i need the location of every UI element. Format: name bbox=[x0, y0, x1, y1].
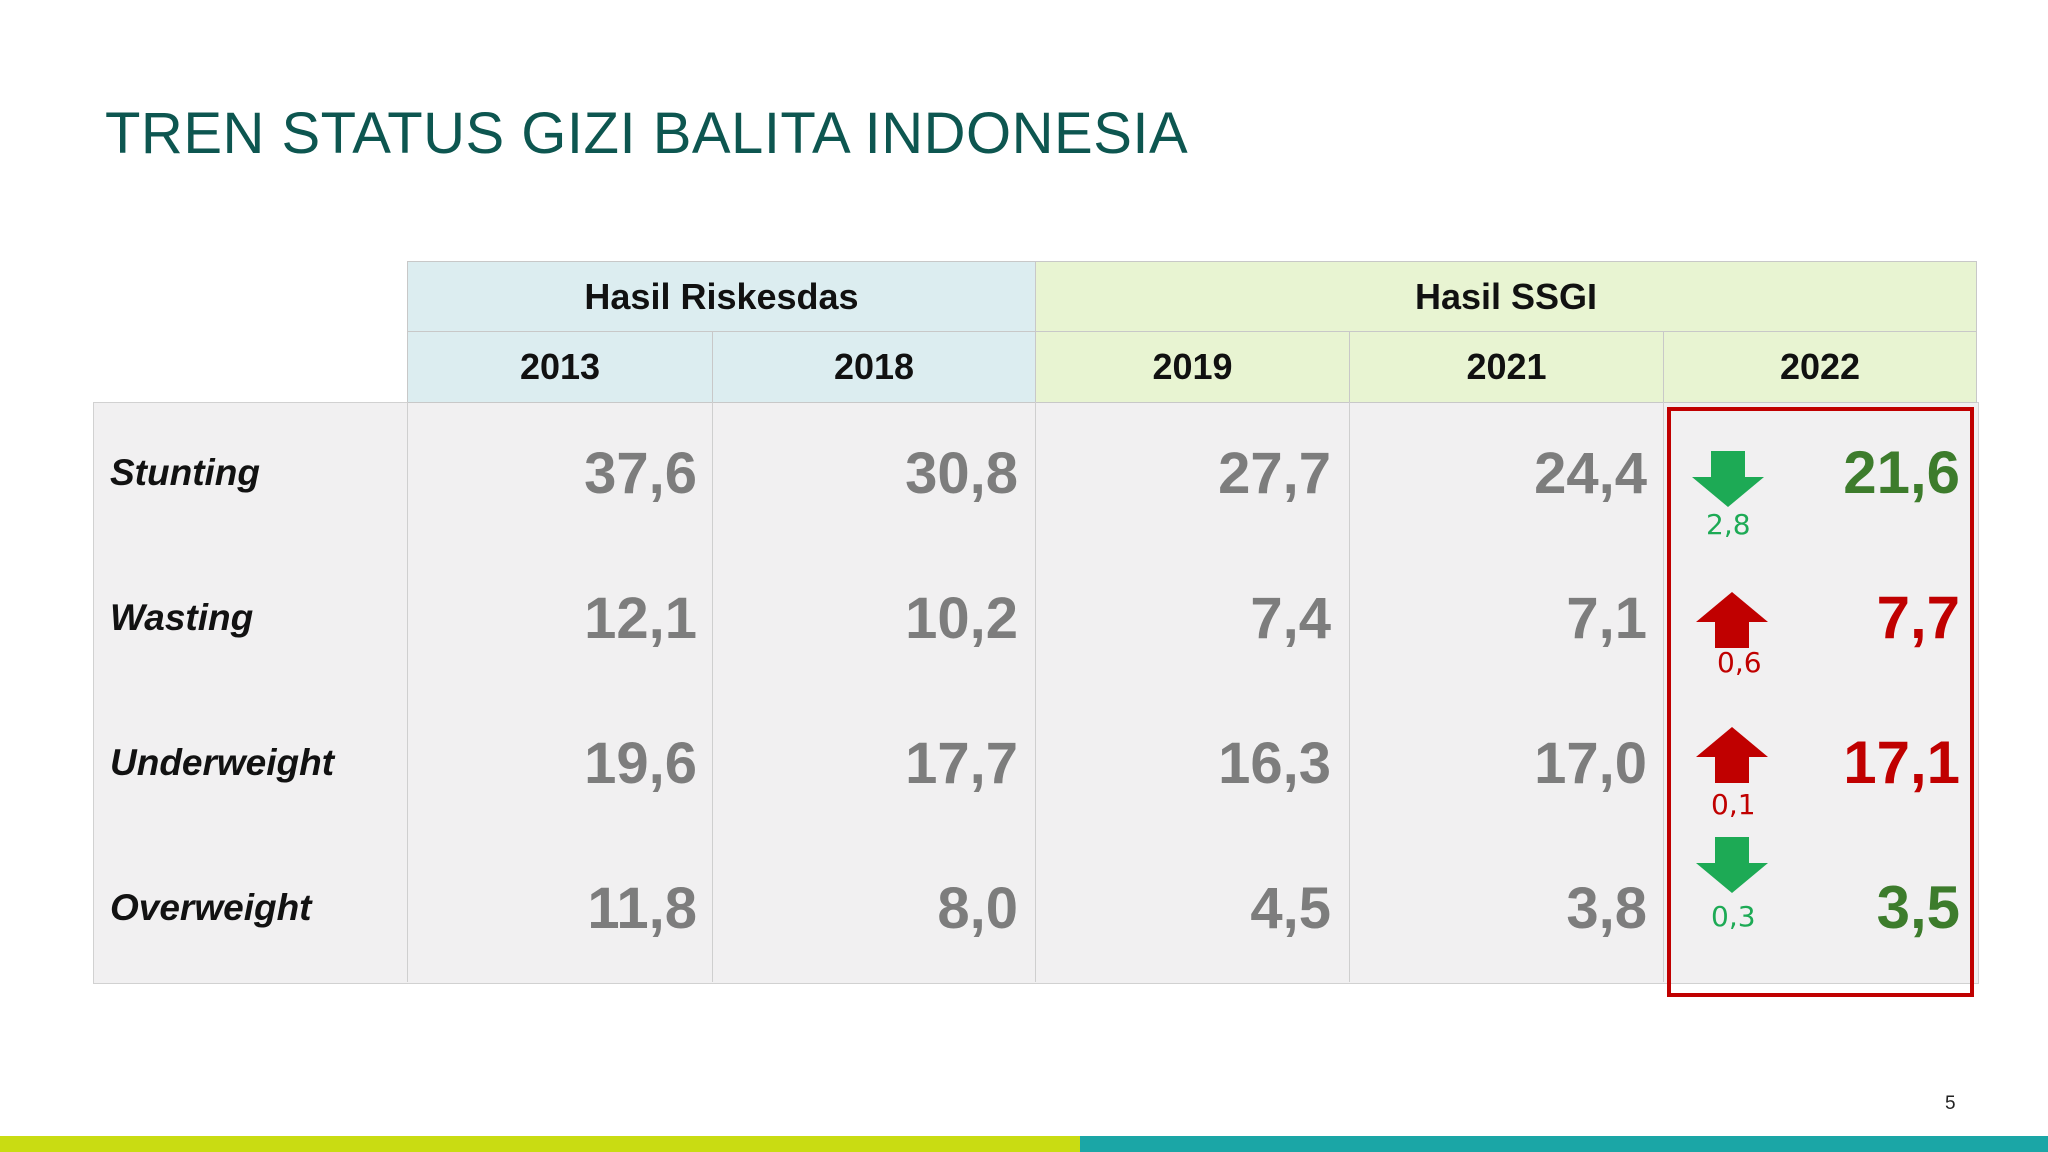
year-header-2019: 2019 bbox=[1035, 331, 1350, 403]
value-2022-stunting: 21,6 bbox=[1843, 439, 1960, 506]
footer-bar-left bbox=[0, 1136, 1080, 1152]
row-label-underweight: Underweight bbox=[110, 742, 335, 783]
year-header-2018: 2018 bbox=[712, 331, 1036, 403]
value-cell: 17,0 bbox=[1534, 731, 1647, 796]
column-divider bbox=[1663, 402, 1664, 982]
value-2022-underweight: 17,1 bbox=[1843, 729, 1960, 796]
delta-stunting: 2,8 bbox=[1706, 508, 1751, 541]
value-cell: 24,4 bbox=[1534, 441, 1647, 506]
value-cell: 10,2 bbox=[905, 586, 1018, 651]
page-number: 5 bbox=[1945, 1093, 1956, 1114]
column-divider bbox=[407, 402, 408, 982]
footer-bar-right bbox=[1080, 1136, 2048, 1152]
value-cell: 8,0 bbox=[937, 876, 1018, 941]
arrow-down-icon bbox=[1696, 837, 1768, 893]
value-2022-overweight: 3,5 bbox=[1876, 874, 1960, 941]
value-cell: 30,8 bbox=[905, 441, 1018, 506]
value-cell: 12,1 bbox=[584, 586, 697, 651]
delta-underweight: 0,1 bbox=[1711, 788, 1756, 821]
group-header-ssgi: Hasil SSGI bbox=[1035, 261, 1977, 332]
value-cell: 7,4 bbox=[1250, 586, 1331, 651]
slide-title: TREN STATUS GIZI BALITA INDONESIA bbox=[105, 101, 1189, 166]
year-header-2013: 2013 bbox=[407, 331, 713, 403]
delta-overweight: 0,3 bbox=[1711, 900, 1756, 933]
column-divider bbox=[1035, 402, 1036, 982]
year-header-2021: 2021 bbox=[1349, 331, 1664, 403]
value-cell: 4,5 bbox=[1250, 876, 1331, 941]
arrow-up-icon bbox=[1696, 592, 1768, 648]
value-cell: 16,3 bbox=[1218, 731, 1331, 796]
group-header-riskesdas: Hasil Riskesdas bbox=[407, 261, 1036, 332]
row-label-stunting: Stunting bbox=[110, 452, 261, 493]
highlight-box-2022 bbox=[1667, 407, 1974, 997]
value-cell: 27,7 bbox=[1218, 441, 1331, 506]
year-header-2022: 2022 bbox=[1663, 331, 1977, 403]
value-cell: 7,1 bbox=[1566, 586, 1647, 651]
row-label-wasting: Wasting bbox=[110, 597, 254, 638]
value-cell: 17,7 bbox=[905, 731, 1018, 796]
arrow-up-icon bbox=[1696, 727, 1768, 783]
value-cell: 19,6 bbox=[584, 731, 697, 796]
value-cell: 11,8 bbox=[587, 876, 697, 941]
arrow-down-icon bbox=[1692, 451, 1764, 507]
column-divider bbox=[712, 402, 713, 982]
value-cell: 3,8 bbox=[1566, 876, 1647, 941]
value-cell: 37,6 bbox=[584, 441, 697, 506]
row-label-overweight: Overweight bbox=[110, 887, 312, 928]
column-divider bbox=[1349, 402, 1350, 982]
delta-wasting: 0,6 bbox=[1717, 646, 1762, 679]
value-2022-wasting: 7,7 bbox=[1876, 584, 1960, 651]
